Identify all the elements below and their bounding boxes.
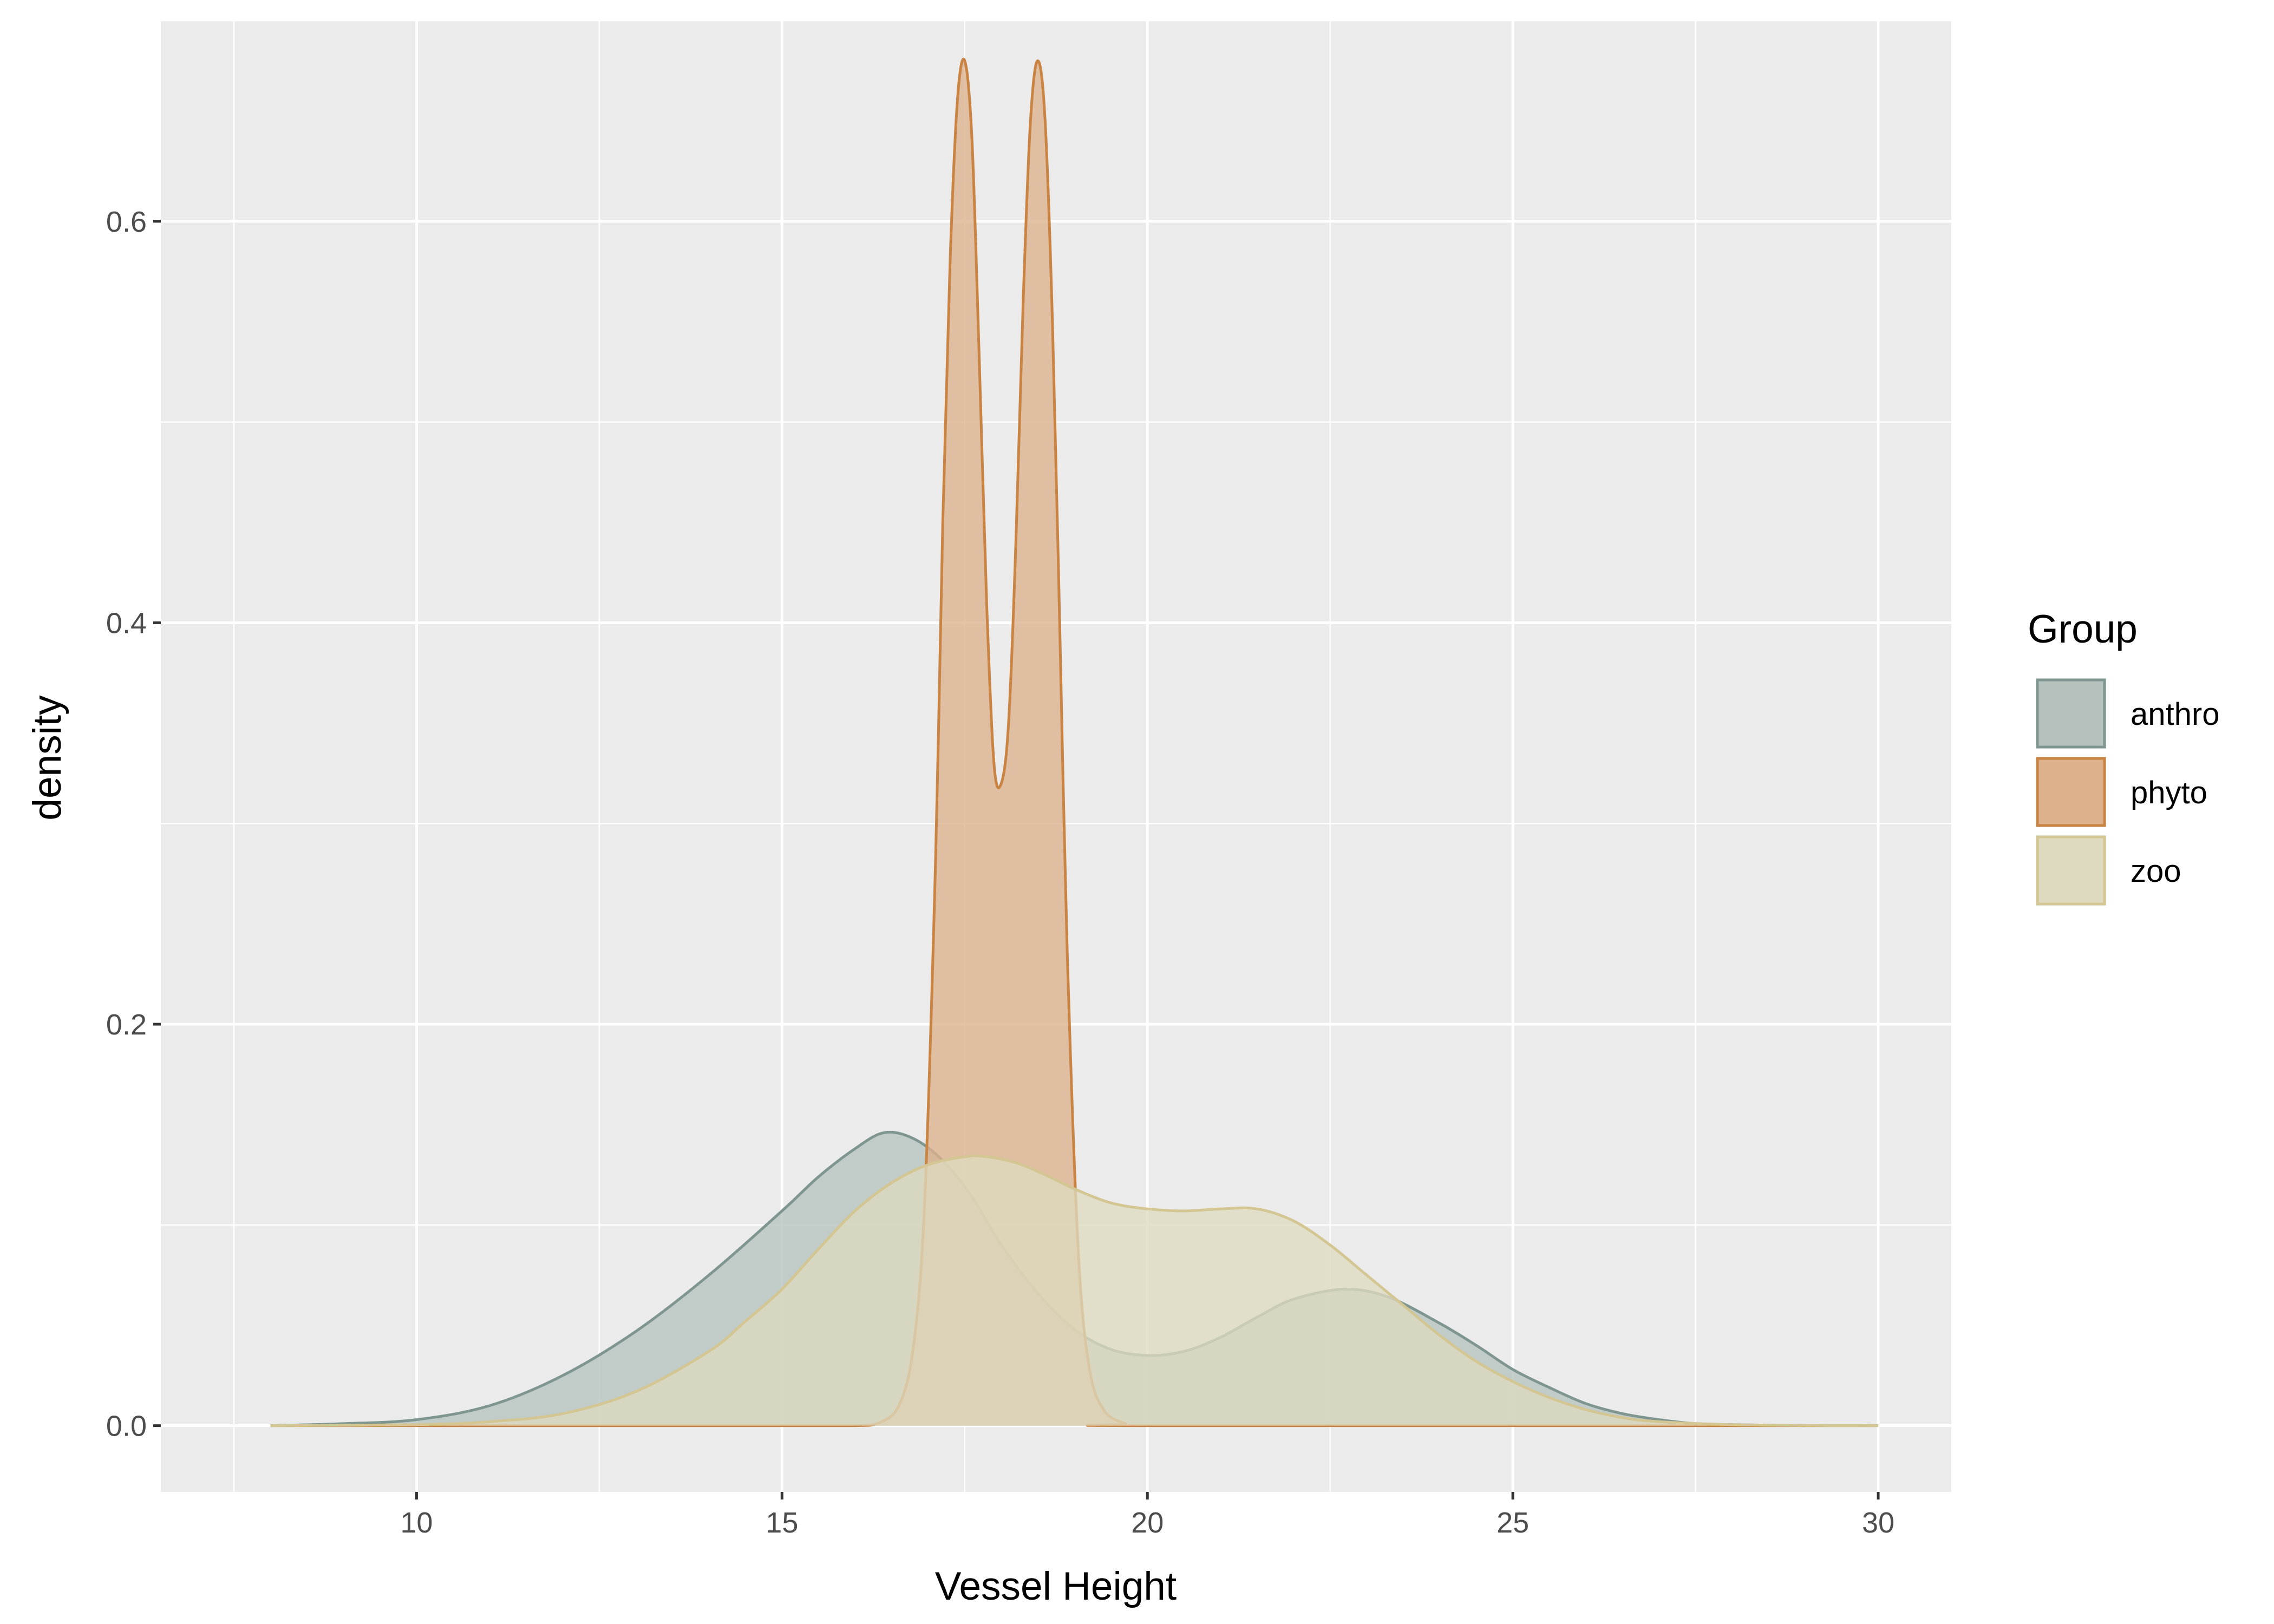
x-tick-label: 15 [766, 1507, 798, 1539]
legend-label-phyto: phyto [2131, 775, 2207, 810]
legend-swatch-phyto [2036, 757, 2106, 827]
legend-title: Group [2028, 607, 2138, 651]
y-tick-label: 0.4 [106, 607, 147, 639]
x-axis: 10 15 20 25 30 [400, 1492, 1894, 1539]
legend-swatch-anthro [2036, 678, 2106, 749]
y-axis: 0.0 0.2 0.4 0.6 [106, 206, 161, 1443]
density-line-zoo [270, 1154, 1879, 1427]
legend-item-anthro: anthro [2036, 678, 2219, 749]
y-axis-title: density [25, 695, 69, 821]
x-tick-label: 30 [1862, 1507, 1894, 1539]
legend-item-zoo: zoo [2036, 835, 2181, 906]
y-tick-label: 0.6 [106, 206, 147, 238]
legend-label-anthro: anthro [2131, 697, 2219, 732]
legend-item-phyto: phyto [2036, 757, 2207, 827]
y-tick-label: 0.0 [106, 1410, 147, 1443]
y-tick-label: 0.2 [106, 1009, 147, 1041]
legend-swatch-zoo [2036, 835, 2106, 906]
x-tick-label: 20 [1131, 1507, 1164, 1539]
x-axis-title: Vessel Height [935, 1564, 1177, 1608]
density-area-zoo [270, 1156, 1878, 1426]
density-series-zoo [270, 1154, 1879, 1427]
legend-label-zoo: zoo [2131, 854, 2181, 889]
legend-items: anthro phyto zoo [2036, 678, 2219, 906]
x-tick-label: 10 [400, 1507, 433, 1539]
x-tick-label: 25 [1497, 1507, 1529, 1539]
density-areas [270, 57, 1879, 1427]
legend: Group anthro phyto zoo [2028, 607, 2219, 906]
